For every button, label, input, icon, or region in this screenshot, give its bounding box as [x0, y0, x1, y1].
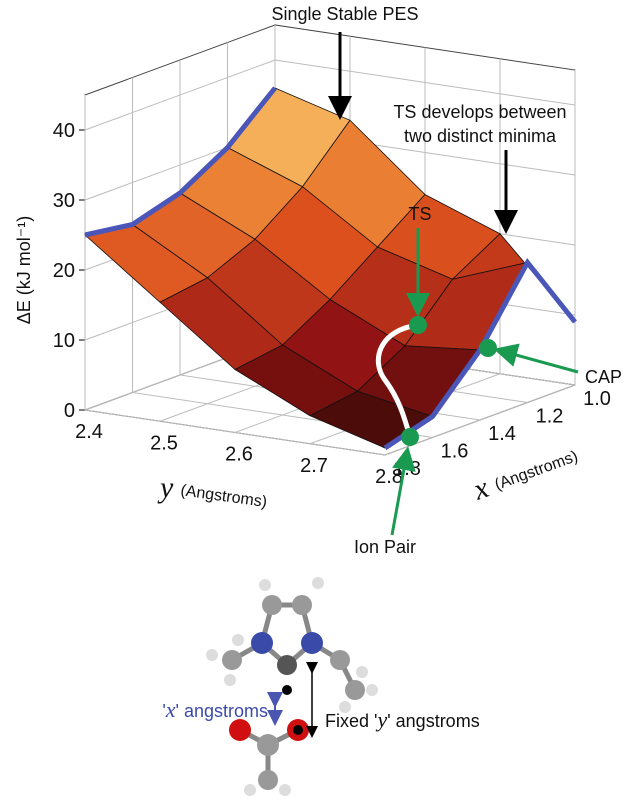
- label-part: ': [162, 701, 165, 721]
- x-distance-label: 'x' angstroms: [162, 697, 268, 722]
- molecule: [206, 577, 378, 796]
- annotation: Single Stable PES: [271, 4, 418, 24]
- z-tick-label: 0: [64, 400, 75, 422]
- x-axis-unit: (Angstroms): [493, 448, 581, 494]
- x-tick-label: 1.2: [536, 406, 564, 428]
- annotation: Ion Pair: [354, 537, 416, 557]
- marker: [401, 428, 419, 446]
- x-axis-symbol: x: [468, 471, 493, 507]
- x-tick-label: 1.4: [488, 423, 516, 445]
- y-distance-label: Fixed 'y' angstroms: [325, 707, 480, 732]
- y-tick-label: 2.5: [150, 432, 178, 454]
- profile-curve: [84, 86, 277, 238]
- label-part: ' angstroms: [387, 711, 479, 731]
- y-axis-symbol: y: [157, 471, 174, 504]
- arrow: [390, 446, 416, 536]
- y-tick-label: 2.4: [75, 421, 103, 443]
- y-tick-label: 2.6: [225, 444, 253, 466]
- x-tick-label: 1.8: [393, 458, 421, 480]
- arrow: [493, 343, 579, 374]
- annotation: CAP: [585, 367, 622, 387]
- z-tick-label: 30: [53, 190, 75, 212]
- marker: [409, 316, 427, 334]
- label-part: Fixed ': [325, 711, 377, 731]
- y-tick-label: 2.7: [300, 455, 328, 477]
- z-tick-label: 10: [53, 330, 75, 352]
- z-tick-label: 20: [53, 260, 75, 282]
- label-part: x: [165, 697, 176, 722]
- x-tick-label: 1.6: [441, 441, 469, 463]
- reaction-path: [375, 322, 419, 438]
- y-axis-unit: (Angstroms): [179, 482, 268, 511]
- z-axis-title: ΔE (kJ mol⁻¹): [14, 216, 34, 325]
- marker: [479, 339, 497, 357]
- annotation: two distinct minima: [404, 126, 557, 146]
- label-part: y: [375, 707, 387, 732]
- annotation: TS develops between: [393, 102, 566, 122]
- label-part: ' angstroms: [176, 701, 268, 721]
- x-tick-label: 1.0: [583, 388, 611, 410]
- z-tick-label: 40: [53, 120, 75, 142]
- annotation: TS: [408, 204, 431, 224]
- grid-line: [84, 95, 386, 456]
